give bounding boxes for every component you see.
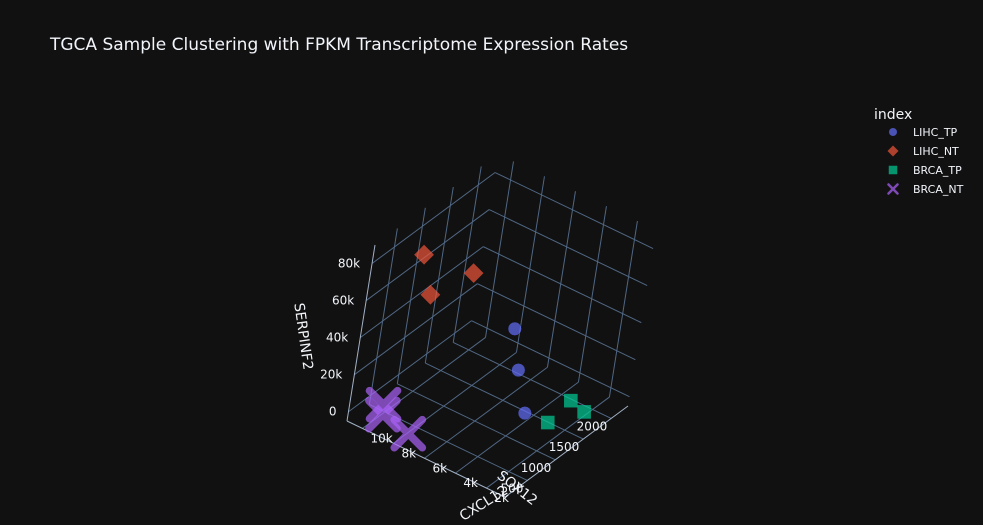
z-tick-label: 20k	[320, 368, 342, 382]
legend-label: BRCA_TP	[913, 164, 962, 177]
grid-line-y-floor	[425, 362, 584, 440]
legend-label: LIHC_TP	[913, 126, 958, 139]
legend-marker	[888, 127, 898, 137]
data-point	[540, 415, 555, 430]
data-point	[390, 415, 427, 452]
legend-marker	[887, 183, 899, 195]
x-tick-label: 10k	[370, 431, 392, 445]
grid-line-y-floor	[397, 383, 556, 461]
y-tick-label: 1000	[521, 461, 552, 475]
grid-line-y-wall	[396, 207, 426, 384]
data-point	[365, 396, 401, 433]
grid-line-y-wall	[424, 187, 454, 364]
grid-line-x-wall	[515, 176, 545, 353]
series-lihc-tp	[507, 321, 532, 421]
x-tick-label: 2k	[494, 491, 509, 505]
z-axis-title: SERPINF2	[290, 302, 315, 371]
grid-line-z-wall	[488, 209, 648, 287]
x-tick-label: 4k	[463, 476, 478, 490]
legend: index LIHC_TP LIHC_NT BRCA_TP BRCA_NT	[874, 107, 964, 196]
chart-title: TGCA Sample Clustering with FPKM Transcr…	[49, 35, 628, 55]
grid-line-x-floor	[455, 381, 579, 474]
grid-line-y-wall	[452, 166, 482, 343]
grid-line-z-wall	[477, 283, 636, 361]
grid-line-x-floor	[424, 366, 548, 459]
series-brca-tp	[540, 393, 591, 430]
legend-marker	[888, 165, 898, 175]
z-tick-label: 0	[329, 405, 337, 419]
legend-title: index	[874, 107, 912, 123]
grid-line-y-wall	[368, 228, 398, 405]
data-point	[420, 284, 441, 305]
y-tick-label: 1500	[549, 440, 580, 454]
grid-line-x-wall	[577, 206, 607, 383]
grid-line-z-wall	[371, 172, 496, 264]
data-point	[463, 263, 484, 284]
x-axis-line	[346, 420, 506, 498]
x-tick-label: 6k	[432, 461, 447, 475]
x-tick-label: 8k	[401, 446, 416, 460]
data-point	[577, 405, 591, 419]
grid-line-z-wall	[494, 172, 654, 249]
grid-line-x-wall	[484, 161, 514, 338]
grid-line-x-wall	[608, 220, 638, 398]
grid-line-z-wall	[471, 320, 630, 398]
data-point	[517, 406, 532, 421]
data-point	[414, 244, 434, 265]
grid-line-z-wall	[354, 283, 478, 376]
series-lihc-nt	[414, 244, 484, 305]
y-axis-line	[504, 405, 629, 498]
z-tick-label: 60k	[332, 294, 354, 308]
legend-marker	[887, 145, 899, 157]
data-point	[511, 363, 526, 378]
z-tick-label: 80k	[338, 257, 360, 271]
series-brca-nt	[365, 386, 427, 452]
grid-line-x-wall	[546, 191, 576, 368]
z-axis-line	[346, 244, 376, 422]
data-point	[564, 393, 578, 408]
grid-line-z-wall	[359, 246, 484, 339]
legend-label: LIHC_NT	[913, 145, 959, 158]
data-point	[365, 386, 402, 423]
grid-line-z-wall	[348, 320, 472, 413]
scene-3d[interactable]: 2k4k6k8k10k500100015002000020k40k60k80kC…	[290, 161, 654, 525]
legend-label: BRCA_NT	[913, 183, 964, 196]
y-tick-label: 500	[500, 481, 523, 495]
z-tick-label: 40k	[326, 331, 348, 345]
data-point	[507, 321, 522, 336]
y-tick-label: 2000	[577, 419, 608, 433]
grid-line-z-wall	[483, 246, 642, 324]
